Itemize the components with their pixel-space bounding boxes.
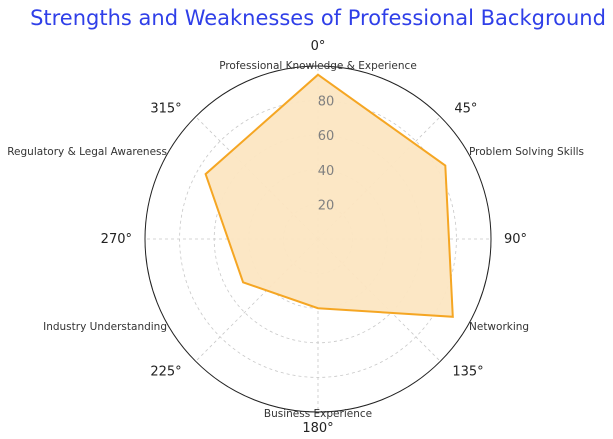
category-label: Networking <box>469 321 529 333</box>
spoke-225 <box>195 238 319 362</box>
angle-label: 315° <box>150 102 181 117</box>
category-label: Business Experience <box>264 408 372 420</box>
series-area <box>204 73 454 318</box>
angle-label: 270° <box>101 232 132 247</box>
chart-title: Strengths and Weaknesses of Professional… <box>30 6 606 30</box>
radial-tick-label: 40 <box>318 164 335 179</box>
radial-tick-label: 20 <box>318 198 335 213</box>
angle-label: 90° <box>504 232 527 247</box>
category-label: Problem Solving Skills <box>469 146 584 158</box>
radial-tick-label: 60 <box>318 129 335 144</box>
category-label: Industry Understanding <box>43 321 167 333</box>
angle-label: 45° <box>454 102 477 117</box>
outer-boundary <box>144 65 492 413</box>
angle-label: 180° <box>302 421 333 436</box>
category-label: Regulatory & Legal Awareness <box>7 146 167 158</box>
angle-label: 225° <box>150 364 181 379</box>
category-label: Professional Knowledge & Experience <box>219 60 417 72</box>
angle-label: 0° <box>311 39 326 54</box>
angle-label: 135° <box>452 364 483 379</box>
radar-data <box>204 73 454 318</box>
radar-labels: 20 40 60 80 0° 45° 90° 135° 180° 225° 270° 315° Prof… <box>7 39 584 436</box>
radial-tick-label: 80 <box>318 95 335 110</box>
